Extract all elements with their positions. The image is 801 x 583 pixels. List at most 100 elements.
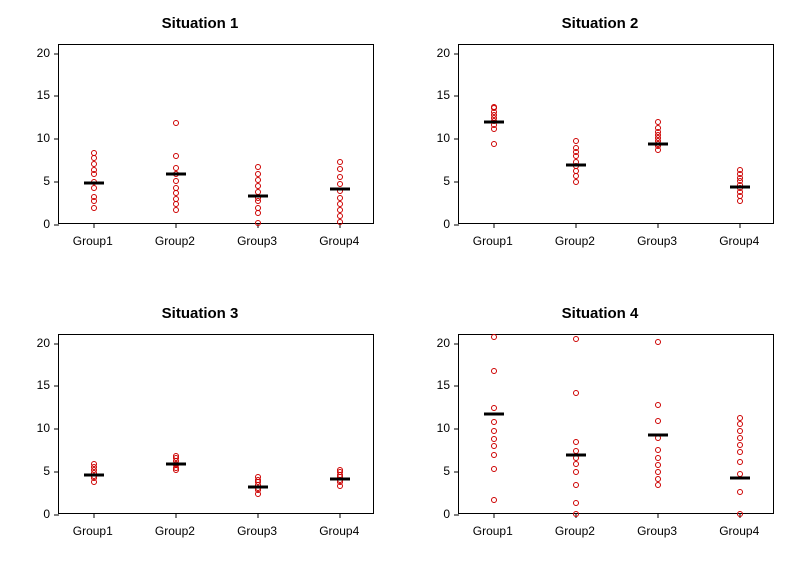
data-point [255, 210, 261, 216]
data-point [91, 205, 97, 211]
ytick-mark [54, 515, 59, 516]
data-point [337, 195, 343, 201]
data-point [573, 179, 579, 185]
data-point [91, 155, 97, 161]
xtick-label: Group4 [319, 234, 359, 248]
data-point [655, 119, 661, 125]
ytick-mark [454, 515, 459, 516]
ytick-mark [54, 139, 59, 140]
ytick-label: 10 [437, 421, 450, 435]
data-point [337, 159, 343, 165]
ytick-label: 10 [37, 421, 50, 435]
ytick-label: 20 [37, 336, 50, 350]
data-point [91, 150, 97, 156]
data-point [91, 461, 97, 467]
data-point [737, 428, 743, 434]
mean-marker [330, 478, 350, 481]
ytick-label: 15 [37, 88, 50, 102]
xtick-label: Group2 [155, 234, 195, 248]
data-point [737, 198, 743, 204]
ytick-mark [454, 182, 459, 183]
panel-title: Situation 4 [420, 300, 780, 328]
data-point [491, 497, 497, 503]
data-point [255, 474, 261, 480]
xtick-mark [740, 223, 741, 228]
ytick-label: 5 [443, 174, 450, 188]
xtick-mark [575, 223, 576, 228]
mean-marker [648, 142, 668, 145]
data-point [737, 442, 743, 448]
data-point [173, 120, 179, 126]
data-point [655, 462, 661, 468]
data-point [737, 167, 743, 173]
mean-marker [248, 485, 268, 488]
xtick-label: Group4 [719, 234, 759, 248]
data-point [737, 435, 743, 441]
ytick-mark [54, 225, 59, 226]
data-point [737, 511, 743, 517]
panel-3: Situation 305101520Group1Group2Group3Gro… [20, 300, 380, 560]
ytick-mark [54, 53, 59, 54]
xtick-label: Group2 [555, 524, 595, 538]
data-point [655, 447, 661, 453]
data-point [655, 455, 661, 461]
xtick-label: Group2 [555, 234, 595, 248]
data-point [173, 178, 179, 184]
xtick-label: Group2 [155, 524, 195, 538]
data-point [655, 339, 661, 345]
data-point [173, 185, 179, 191]
data-point [573, 138, 579, 144]
data-point [255, 177, 261, 183]
mean-marker [330, 188, 350, 191]
data-point [573, 439, 579, 445]
ytick-label: 0 [443, 507, 450, 521]
ytick-label: 5 [443, 464, 450, 478]
ytick-label: 10 [437, 131, 450, 145]
data-point [337, 207, 343, 213]
xtick-label: Group1 [473, 524, 513, 538]
data-point [655, 402, 661, 408]
ytick-label: 0 [43, 507, 50, 521]
ytick-label: 15 [437, 88, 450, 102]
xtick-mark [493, 223, 494, 228]
xtick-label: Group3 [637, 524, 677, 538]
data-point [337, 181, 343, 187]
xtick-mark [258, 513, 259, 518]
data-point [655, 125, 661, 131]
ytick-label: 5 [43, 174, 50, 188]
mean-marker [248, 194, 268, 197]
ytick-mark [54, 96, 59, 97]
data-point [573, 511, 579, 517]
data-point [173, 196, 179, 202]
data-point [737, 489, 743, 495]
ytick-mark [454, 343, 459, 344]
ytick-label: 20 [437, 336, 450, 350]
ytick-mark [54, 429, 59, 430]
mean-marker [730, 477, 750, 480]
data-point [573, 173, 579, 179]
ytick-mark [54, 472, 59, 473]
data-point [573, 500, 579, 506]
xtick-mark [340, 513, 341, 518]
data-point [655, 482, 661, 488]
data-point [255, 205, 261, 211]
data-point [255, 183, 261, 189]
ytick-label: 5 [43, 464, 50, 478]
data-point [573, 482, 579, 488]
mean-marker [166, 173, 186, 176]
data-point [491, 436, 497, 442]
xtick-mark [175, 223, 176, 228]
xtick-label: Group1 [473, 234, 513, 248]
ytick-mark [454, 386, 459, 387]
mean-marker [484, 121, 504, 124]
data-point [737, 449, 743, 455]
xtick-mark [493, 513, 494, 518]
data-point [255, 171, 261, 177]
data-point [173, 153, 179, 159]
ytick-mark [54, 182, 59, 183]
ytick-mark [454, 53, 459, 54]
data-point [491, 466, 497, 472]
data-point [173, 453, 179, 459]
ytick-label: 0 [443, 217, 450, 231]
data-point [737, 421, 743, 427]
